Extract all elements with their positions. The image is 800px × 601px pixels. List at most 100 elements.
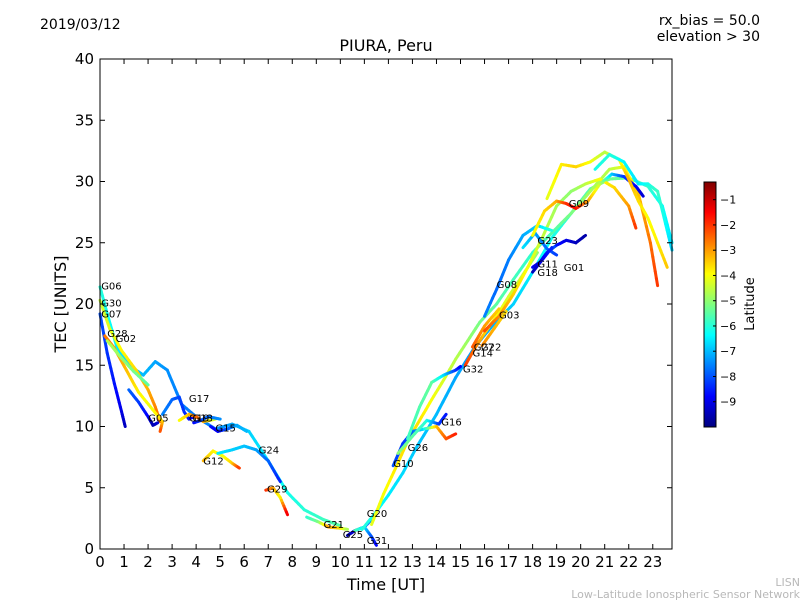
series-label: G13 bbox=[193, 414, 213, 425]
series-segment bbox=[555, 254, 557, 255]
y-axis-label: TEC [UNITS] bbox=[51, 256, 70, 354]
series-unlabeled-32 bbox=[595, 155, 672, 251]
x-tick-label: 10 bbox=[331, 553, 350, 571]
x-tick-label: 17 bbox=[499, 553, 518, 571]
colorbar bbox=[704, 182, 716, 427]
x-tick-label: 22 bbox=[619, 553, 638, 571]
colorbar-tick-label: −5 bbox=[720, 295, 736, 308]
x-tick-label: 13 bbox=[403, 553, 422, 571]
colorbar-label: Latitude bbox=[743, 277, 758, 331]
y-tick-label: 30 bbox=[75, 173, 94, 191]
x-tick-label: 8 bbox=[287, 553, 297, 571]
x-tick-label: 1 bbox=[119, 553, 129, 571]
series-label: G10 bbox=[393, 459, 413, 470]
series-segment bbox=[445, 414, 446, 416]
x-axis-label: Time [UT] bbox=[346, 575, 425, 594]
series-label: G24 bbox=[259, 445, 279, 456]
series-label: G15 bbox=[215, 423, 235, 434]
chart-title: PIURA, Peru bbox=[339, 36, 432, 55]
series-G10 bbox=[372, 167, 658, 525]
series-segment bbox=[460, 367, 461, 368]
plot-frame bbox=[100, 59, 672, 549]
series-layer bbox=[100, 152, 672, 545]
series-label: G05 bbox=[148, 414, 168, 425]
x-tick-label: 15 bbox=[451, 553, 470, 571]
x-tick-label: 11 bbox=[355, 553, 374, 571]
x-tick-label: 12 bbox=[379, 553, 398, 571]
series-label: G12 bbox=[203, 457, 223, 468]
series-segment bbox=[146, 383, 148, 385]
series-label: G01 bbox=[564, 263, 584, 274]
series-unlabeled-31 bbox=[547, 152, 667, 267]
series-label: G07 bbox=[101, 310, 121, 321]
series-G01 bbox=[557, 235, 586, 245]
x-tick-label: 23 bbox=[643, 553, 662, 571]
x-tick-label: 0 bbox=[95, 553, 105, 571]
series-label: G17 bbox=[189, 394, 209, 405]
x-tick-label: 6 bbox=[239, 553, 249, 571]
x-tick-label: 16 bbox=[475, 553, 494, 571]
series-label: G06 bbox=[101, 281, 121, 292]
series-segment bbox=[584, 235, 586, 236]
series-segment bbox=[125, 424, 126, 426]
series-label: G18 bbox=[537, 268, 557, 279]
x-tick-label: 19 bbox=[547, 553, 566, 571]
series-segment bbox=[245, 430, 247, 431]
series-segment bbox=[642, 195, 643, 197]
credit-long: Low-Latitude Ionospheric Sensor Network bbox=[571, 588, 800, 601]
series-label: G09 bbox=[569, 199, 589, 210]
series-label: G03 bbox=[499, 311, 519, 322]
colorbar-tick-label: −9 bbox=[720, 396, 736, 409]
x-tick-label: 2 bbox=[143, 553, 153, 571]
y-tick-label: 20 bbox=[75, 295, 94, 313]
x-tick-label: 9 bbox=[312, 553, 322, 571]
x-tick-label: 5 bbox=[215, 553, 225, 571]
y-tick-label: 35 bbox=[75, 111, 94, 129]
series-label: G25 bbox=[343, 530, 363, 541]
y-tick-label: 40 bbox=[75, 50, 94, 68]
x-tick-label: 21 bbox=[595, 553, 614, 571]
x-tick-label: 4 bbox=[191, 553, 201, 571]
y-tick-label: 25 bbox=[75, 234, 94, 252]
series-segment bbox=[656, 279, 657, 286]
x-tick-label: 14 bbox=[427, 553, 446, 571]
series-label: G31 bbox=[367, 536, 387, 547]
series-segment bbox=[454, 434, 456, 435]
series-label: G20 bbox=[367, 509, 387, 520]
series-segment bbox=[549, 230, 551, 231]
series-label: G08 bbox=[497, 280, 517, 291]
series-G20 bbox=[362, 178, 672, 530]
y-tick-label: 10 bbox=[75, 418, 94, 436]
x-tick-label: 7 bbox=[263, 553, 273, 571]
series-label: G26 bbox=[408, 443, 428, 454]
series-segment bbox=[238, 467, 239, 468]
x-tick-label: 18 bbox=[523, 553, 542, 571]
series-label: G23 bbox=[537, 236, 557, 247]
x-tick-label: 3 bbox=[167, 553, 177, 571]
y-tick-label: 0 bbox=[84, 540, 94, 558]
series-label: G29 bbox=[267, 485, 287, 496]
series-segment bbox=[550, 248, 552, 250]
series-label: G32 bbox=[463, 365, 483, 376]
colorbar-tick-label: −3 bbox=[720, 244, 736, 257]
y-tick-label: 5 bbox=[84, 479, 94, 497]
x-tick-label: 20 bbox=[571, 553, 590, 571]
series-segment bbox=[666, 263, 668, 267]
colorbar-tick-label: −6 bbox=[720, 320, 736, 333]
series-label: G21 bbox=[324, 520, 344, 531]
series-segment bbox=[635, 224, 636, 228]
series-label: G02 bbox=[116, 334, 136, 345]
series-label: G16 bbox=[441, 417, 461, 428]
series-label-layer: G06G30G07G28G02G05G17G19G13G15G12G24G29G… bbox=[101, 199, 589, 547]
series-G06 bbox=[100, 287, 340, 526]
colorbar-tick-label: −1 bbox=[720, 194, 736, 207]
series-segment bbox=[278, 478, 280, 481]
colorbar-tick-label: −7 bbox=[720, 345, 736, 358]
colorbar-tick-label: −8 bbox=[720, 370, 736, 383]
series-label: G22 bbox=[481, 343, 501, 354]
colorbar-tick-label: −2 bbox=[720, 219, 736, 232]
y-tick-label: 15 bbox=[75, 356, 94, 374]
colorbar-tick-label: −4 bbox=[720, 269, 736, 282]
